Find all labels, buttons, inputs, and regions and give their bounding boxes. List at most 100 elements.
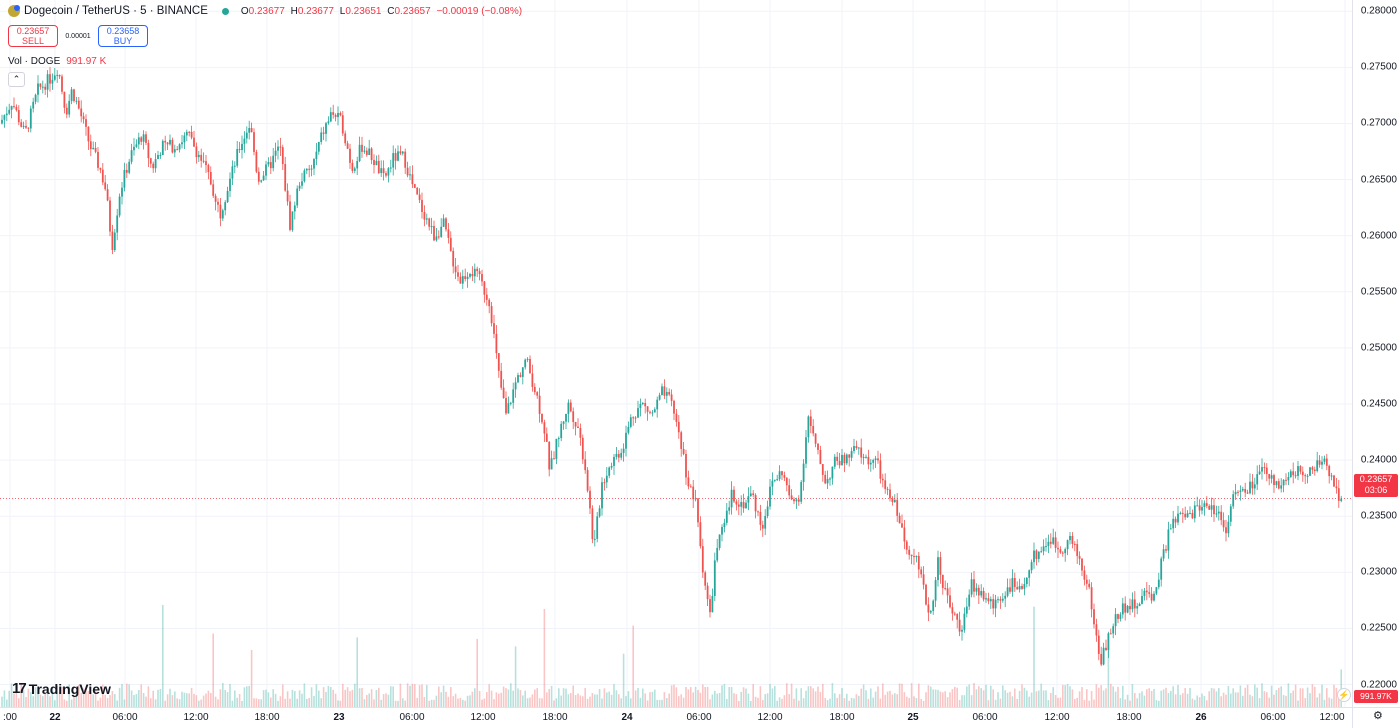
candle-body xyxy=(692,486,695,500)
candle-body xyxy=(975,587,978,592)
volume-bar xyxy=(788,694,790,707)
candle-body xyxy=(1311,467,1314,470)
candle-body xyxy=(459,276,462,284)
candle-body xyxy=(812,426,815,434)
candle-body xyxy=(22,125,25,127)
volume-bar xyxy=(745,688,747,707)
candle-body xyxy=(778,471,781,480)
candle-body xyxy=(267,162,270,165)
market-status-icon[interactable] xyxy=(221,7,229,15)
candle-body xyxy=(541,413,543,423)
candle-body xyxy=(152,163,155,169)
candle-body xyxy=(908,549,911,555)
volume-bar xyxy=(1309,693,1311,707)
volume-bar xyxy=(370,689,373,707)
volume-bar xyxy=(394,700,397,707)
chevron-up-icon[interactable]: ⌃ xyxy=(8,72,25,87)
candle-body xyxy=(533,386,536,393)
candle-body xyxy=(855,446,858,449)
volume-bar xyxy=(490,690,493,707)
candle-body xyxy=(485,294,488,300)
price-tick-label: 0.25500 xyxy=(1360,286,1397,298)
candle-body xyxy=(58,74,61,77)
volume-value: 991.97 K xyxy=(66,56,107,67)
volume-bar xyxy=(238,694,241,707)
candle-body xyxy=(805,437,807,464)
candle-body xyxy=(1251,481,1254,489)
time-axis[interactable]: :00 22 06:00 12:00 18:00 23 06:00 12:00 18:00 24 0… xyxy=(0,707,1352,728)
volume-bar xyxy=(402,698,404,707)
buy-button[interactable]: 0.23658 BUY xyxy=(98,25,148,47)
candle-body xyxy=(1011,578,1014,592)
volume-bar xyxy=(1191,698,1194,707)
candle-body xyxy=(1306,475,1309,477)
volume-bar xyxy=(954,686,956,707)
candle-body xyxy=(1273,475,1275,486)
volume-bar xyxy=(642,688,644,707)
candle-body xyxy=(61,76,63,92)
volume-bar xyxy=(454,693,457,707)
time-tick-label: 06:00 xyxy=(686,712,712,723)
volume-bar xyxy=(147,686,150,707)
volume-bar xyxy=(898,683,901,707)
candle-body xyxy=(718,534,721,548)
volume-bar xyxy=(1290,693,1292,707)
volume-bar xyxy=(1213,688,1215,707)
volume-bar xyxy=(730,687,733,707)
price-axis[interactable]: 0.28000 0.27500 0.27000 0.26500 0.26000 0.255… xyxy=(1352,0,1400,707)
candle-body xyxy=(886,488,889,490)
volume-bar xyxy=(757,697,759,707)
volume-bar xyxy=(949,692,951,707)
candle-body xyxy=(1318,460,1321,465)
candle-body xyxy=(1294,475,1297,477)
symbol-title[interactable]: Dogecoin / TetherUS · 5 · BINANCE xyxy=(24,5,208,17)
volume-bar xyxy=(1258,698,1261,707)
volume-bar xyxy=(166,694,169,707)
volume-bar xyxy=(937,689,939,707)
candle-body xyxy=(610,465,613,468)
volume-bar xyxy=(572,685,574,707)
candle-body xyxy=(826,478,829,484)
candle-body xyxy=(51,79,54,84)
lightning-icon[interactable]: ⚡ xyxy=(1337,688,1351,702)
volume-bar xyxy=(303,683,306,707)
volume-bar xyxy=(272,689,274,707)
volume-bar xyxy=(1323,699,1326,707)
candle-body xyxy=(977,587,980,596)
volume-bar xyxy=(1141,691,1143,707)
volume-bar xyxy=(392,686,394,707)
volume-bar xyxy=(961,695,963,707)
volume-bar xyxy=(980,688,982,707)
gear-icon[interactable]: ⚙ xyxy=(1373,710,1383,722)
volume-bar xyxy=(243,687,246,707)
volume-bar xyxy=(999,698,1002,707)
candle-body xyxy=(1006,587,1009,596)
volume-bar xyxy=(824,698,826,707)
tradingview-logo[interactable]: 17 TradingView xyxy=(12,680,111,697)
candlestick-chart[interactable] xyxy=(0,0,1352,707)
candle-body xyxy=(49,74,51,84)
volume-bar xyxy=(1302,688,1304,707)
candle-body xyxy=(471,273,474,277)
volume-bar xyxy=(1198,697,1201,707)
candle-body xyxy=(603,482,606,484)
candle-body xyxy=(315,151,318,160)
candle-body xyxy=(1066,540,1069,550)
volume-bar xyxy=(1266,692,1268,707)
candle-body xyxy=(1033,550,1035,563)
volume-bar xyxy=(142,693,145,707)
candle-body xyxy=(406,167,409,176)
volume-label[interactable]: Vol · DOGE xyxy=(8,56,61,67)
volume-bar xyxy=(766,693,769,707)
candle-body xyxy=(1078,556,1081,559)
volume-bar xyxy=(706,686,709,707)
volume-bar xyxy=(390,686,392,707)
candle-body xyxy=(661,386,663,396)
candle-body xyxy=(116,215,119,233)
candle-body xyxy=(706,585,709,600)
candle-body xyxy=(968,594,971,607)
volume-bar xyxy=(162,604,164,707)
chart-area[interactable] xyxy=(0,0,1352,707)
sell-button[interactable]: 0.23657 SELL xyxy=(8,25,58,47)
candle-body xyxy=(752,493,755,496)
